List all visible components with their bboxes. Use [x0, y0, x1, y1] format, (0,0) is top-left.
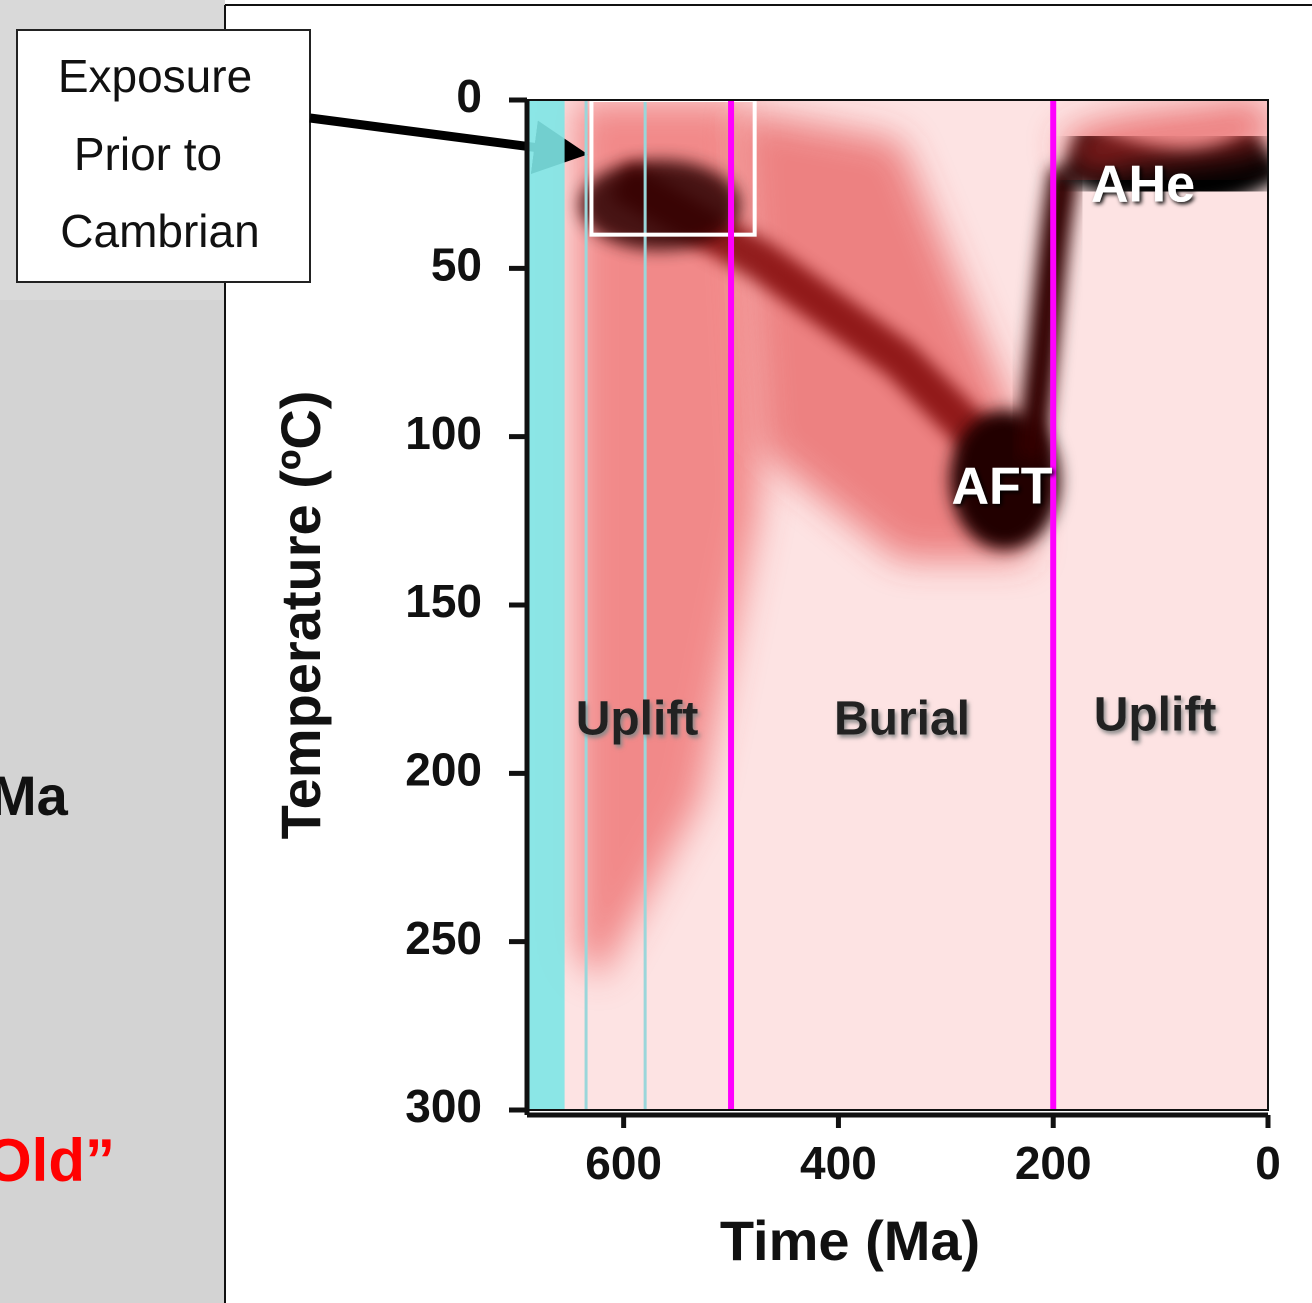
x-tick-label: 200 — [1015, 1137, 1092, 1189]
y-axis-title: Temperature (ºC) — [269, 391, 332, 840]
cyan-band — [527, 100, 565, 1110]
density-peak — [580, 160, 740, 250]
left-panel-text: Ma — [0, 764, 69, 827]
callout-box — [16, 29, 311, 283]
y-tick-label: 200 — [405, 743, 482, 795]
callout-text: Exposure — [58, 50, 252, 102]
density-region — [575, 100, 760, 980]
y-tick-label: 300 — [405, 1080, 482, 1132]
x-tick-label: 600 — [585, 1137, 662, 1189]
phase-label: Uplift — [1094, 689, 1217, 742]
method-label: AFT — [951, 458, 1052, 516]
density-path — [1058, 100, 1268, 183]
density-path — [1015, 167, 1080, 463]
y-tick-label: 100 — [405, 407, 482, 459]
y-tick-label: 250 — [405, 912, 482, 964]
method-label: AHe — [1091, 156, 1195, 214]
y-tick-label: 0 — [456, 70, 482, 122]
y-tick-label: 150 — [405, 575, 482, 627]
x-tick-label: 0 — [1255, 1137, 1281, 1189]
density-image — [527, 100, 1268, 1110]
callout-text: Prior to — [74, 128, 222, 180]
left-panel-texture — [0, 300, 225, 1303]
callout-text: Cambrian — [60, 205, 259, 257]
x-axis-title: Time (Ma) — [720, 1209, 980, 1272]
x-tick-label: 400 — [800, 1137, 877, 1189]
phase-label: Uplift — [576, 693, 699, 746]
left-panel-text: Old” — [0, 1127, 115, 1194]
y-tick-label: 50 — [431, 238, 482, 290]
phase-label: Burial — [834, 693, 970, 746]
